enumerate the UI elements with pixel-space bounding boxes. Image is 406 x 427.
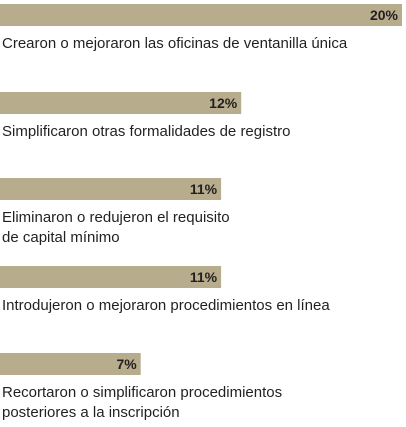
category-label: Simplificaron otras formalidades de regi… bbox=[2, 123, 290, 140]
value-label: 11% bbox=[190, 181, 218, 197]
bar bbox=[0, 4, 402, 26]
bar bbox=[0, 178, 222, 200]
category-label: Crearon o mejoraron las oficinas de vent… bbox=[2, 35, 348, 52]
category-label: Recortaron o simplificaron procedimiento… bbox=[2, 384, 282, 401]
value-label: 20% bbox=[370, 7, 399, 23]
bar bbox=[0, 353, 141, 375]
category-label: de capital mínimo bbox=[2, 229, 120, 246]
category-label: Introdujeron o mejoraron procedimientos … bbox=[2, 297, 330, 314]
value-label: 7% bbox=[116, 356, 137, 372]
bar bbox=[0, 92, 242, 114]
category-label: posteriores a la inscripción bbox=[2, 404, 180, 421]
value-label: 11% bbox=[190, 269, 218, 285]
value-label: 12% bbox=[209, 95, 238, 111]
bar bbox=[0, 266, 222, 288]
category-label: Eliminaron o redujeron el requisito bbox=[2, 209, 230, 226]
